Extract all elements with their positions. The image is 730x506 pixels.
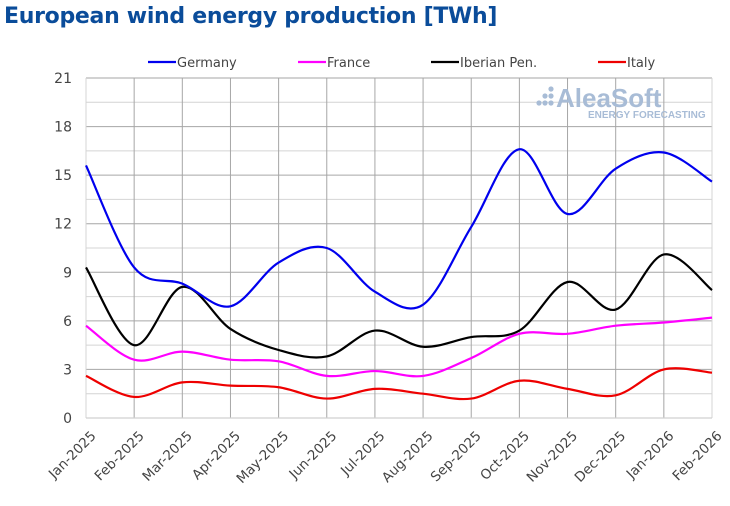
series-line-iberian-pen <box>85 253 713 359</box>
x-tick-label: Aug-2025 <box>379 428 437 486</box>
y-axis-ticks: 0 3 6 9 12 15 18 21 <box>54 71 72 427</box>
watermark-tagline: ENERGY FORECASTING <box>588 110 706 121</box>
aleasoft-watermark: AleaSoft ENERGY FORECASTING <box>536 83 706 121</box>
chart-title: European wind energy production [TWh] <box>4 4 498 29</box>
y-tick-label: 15 <box>54 168 72 184</box>
series-line-france <box>85 316 713 378</box>
x-axis-ticks: Jan-2025Feb-2025Mar-2025Apr-2025May-2025… <box>45 428 725 487</box>
series-line-germany <box>85 148 713 310</box>
legend-item-italy: Italy <box>598 56 656 71</box>
x-tick-label: Nov-2025 <box>524 428 581 485</box>
y-tick-label: 18 <box>54 120 72 136</box>
x-tick-label: Dec-2025 <box>572 428 630 486</box>
grid-lines <box>85 77 713 419</box>
x-tick-label: Sep-2025 <box>428 428 485 485</box>
x-tick-label: Jun-2025 <box>286 428 341 483</box>
y-tick-label: 12 <box>54 217 72 233</box>
x-tick-label: Feb-2026 <box>670 428 726 484</box>
x-tick-label: Jan-2025 <box>45 428 99 482</box>
legend-label: Iberian Pen. <box>460 56 537 71</box>
legend: Germany France Iberian Pen. Italy <box>148 56 656 71</box>
x-tick-label: May-2025 <box>234 428 293 487</box>
x-tick-label: Mar-2025 <box>139 428 195 484</box>
legend-item-iberian-pen: Iberian Pen. <box>431 56 537 71</box>
series-line-italy <box>85 367 713 401</box>
y-tick-label: 6 <box>63 314 72 330</box>
x-tick-label: Feb-2025 <box>92 428 148 484</box>
legend-label: Germany <box>177 56 237 71</box>
legend-item-france: France <box>298 56 370 71</box>
x-tick-label: Jan-2026 <box>623 428 677 482</box>
y-tick-label: 21 <box>54 71 72 87</box>
legend-label: Italy <box>627 56 656 71</box>
series-lines <box>85 148 713 401</box>
legend-label: France <box>327 56 370 71</box>
y-tick-label: 0 <box>63 411 72 427</box>
y-tick-label: 3 <box>63 362 72 378</box>
legend-item-germany: Germany <box>148 56 237 71</box>
watermark-brand: AleaSoft <box>556 83 662 113</box>
y-tick-label: 9 <box>63 265 72 281</box>
watermark-dots-icon <box>536 86 554 106</box>
